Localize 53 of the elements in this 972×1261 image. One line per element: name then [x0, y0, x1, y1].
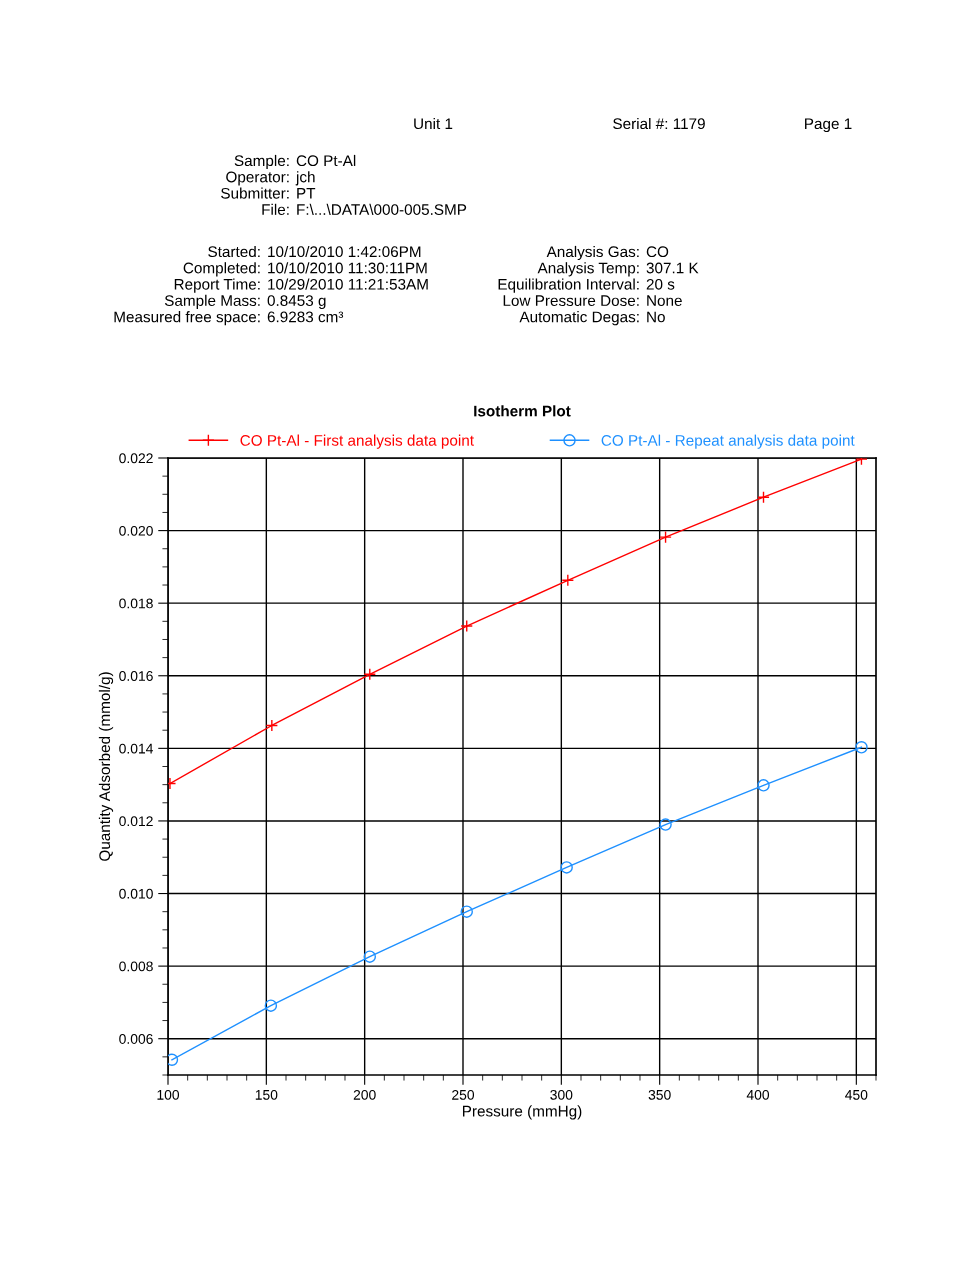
- x-tick-label: 100: [157, 1089, 180, 1100]
- point: [460, 619, 473, 633]
- point: [168, 1053, 179, 1067]
- y-tick-label: 0.006: [119, 1034, 153, 1044]
- point: [363, 668, 377, 681]
- text: Analysis Gas: CO: [546, 245, 669, 261]
- text: Submitter: PT: [221, 187, 316, 199]
- chart-title: Isotherm Plot: [474, 405, 571, 417]
- text: Started: 10/10/2010 1:42:06PM: [208, 245, 421, 258]
- point: [265, 719, 279, 732]
- x-tick-label: 350: [648, 1089, 671, 1100]
- point: [363, 950, 377, 963]
- y-tick-label: 0.016: [119, 671, 153, 681]
- y-tick-label: 0.014: [119, 743, 154, 754]
- text: Sample: CO Pt-Al: [234, 154, 356, 170]
- y-tick-label: 0.010: [119, 888, 153, 899]
- y-tick-label: 0.020: [119, 525, 153, 536]
- y-tick-label: 0.012: [119, 816, 153, 827]
- point: [757, 779, 770, 792]
- legend-label: CO Pt-Al - Repeat analysis data point: [601, 434, 855, 449]
- text: Page 1: [805, 118, 852, 133]
- text: Equilibration Interval: 20 s: [498, 278, 675, 293]
- x-tick-label: 300: [550, 1089, 573, 1100]
- text: Automatic Degas: No: [519, 311, 665, 326]
- text: Measured free space: 6.9283 cm³: [114, 311, 344, 326]
- point: [560, 861, 573, 874]
- point: [460, 905, 473, 918]
- x-tick-label: 400: [746, 1089, 770, 1100]
- point: [264, 999, 278, 1012]
- text: Unit 1: [414, 117, 453, 130]
- y-tick-label: 0.022: [119, 453, 153, 464]
- text: Report Time: 10/29/2010 11:21:53AM: [174, 278, 428, 293]
- legend-label: CO Pt-Al - First analysis data point: [240, 434, 474, 449]
- text: Completed: 10/10/2010 11:30:11PM: [183, 262, 427, 277]
- y-axis-title: Quantity Adsorbed (mmol/g): [98, 672, 114, 861]
- text: Analysis Temp: 307.1 K: [537, 262, 699, 277]
- text: File: F:\...\DATA\000-005.SMP: [262, 203, 467, 215]
- x-tick-label: 200: [353, 1089, 376, 1100]
- point: [855, 741, 868, 754]
- text: Sample Mass: 0.8453 g: [164, 294, 326, 310]
- text: Serial #: 1179: [613, 117, 705, 130]
- point: [757, 490, 770, 504]
- text: Low Pressure Dose: None: [503, 295, 682, 306]
- point: [659, 530, 672, 544]
- point: [561, 574, 575, 587]
- y-tick-label: 0.018: [119, 598, 153, 609]
- x-axis-title: Pressure (mmHg): [462, 1105, 582, 1120]
- x-tick-label: 250: [452, 1089, 475, 1100]
- point: [659, 818, 672, 831]
- y-tick-label: 0.008: [119, 961, 153, 972]
- x-tick-label: 150: [255, 1089, 278, 1100]
- text: Operator: jch: [226, 171, 315, 186]
- x-tick-label: 450: [845, 1089, 868, 1100]
